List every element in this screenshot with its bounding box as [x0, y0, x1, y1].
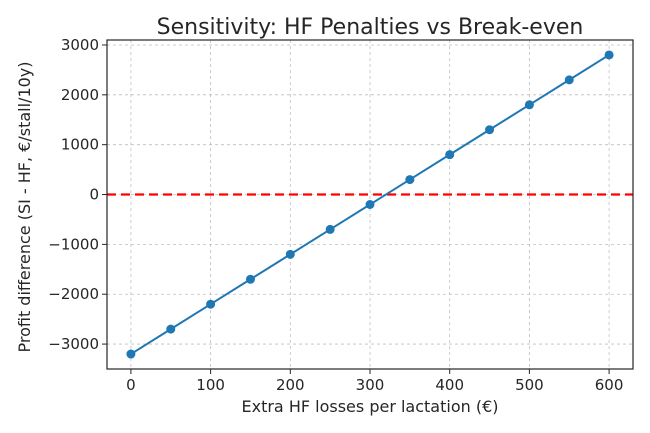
axes-frame: [106, 39, 634, 370]
data-point: [126, 349, 136, 359]
x-tick-label: 100: [196, 376, 225, 394]
x-tick-label: 600: [595, 376, 624, 394]
x-tick-label: 400: [435, 376, 464, 394]
y-tick-label: 2000: [61, 86, 99, 104]
data-point: [365, 200, 375, 209]
y-axis-label: Profit difference (SI - HF, €/stall/10y): [15, 61, 34, 352]
data-point: [564, 75, 574, 85]
data-point: [485, 125, 495, 135]
x-axis-label: Extra HF losses per lactation (€): [242, 397, 499, 416]
data-point: [445, 150, 455, 160]
y-tick-label: −2000: [48, 285, 99, 303]
y-tick-label: −1000: [48, 235, 99, 253]
data-point: [405, 175, 415, 185]
y-tick-label: 0: [89, 186, 99, 204]
plot-area: [107, 50, 633, 359]
x-tick-label: 200: [276, 376, 305, 394]
chart-title: Sensitivity: HF Penalties vs Break-even: [157, 15, 584, 40]
x-tick-label: 500: [515, 376, 544, 394]
data-point: [325, 224, 335, 234]
data-point: [245, 274, 255, 284]
data-point: [166, 324, 176, 334]
data-point: [285, 249, 295, 259]
x-tick-label: 300: [356, 376, 385, 394]
data-point: [524, 100, 534, 110]
data-point: [604, 50, 614, 60]
data-point: [206, 299, 216, 309]
y-tick-label: 1000: [61, 136, 99, 154]
x-tick-label: 0: [126, 376, 136, 394]
y-tick-label: −3000: [48, 335, 99, 353]
y-tick-label: 3000: [61, 36, 99, 54]
ticks: 0 100 200 300 400 500 600 −3000 −2000 −1000 0 1000 2…: [48, 36, 623, 394]
